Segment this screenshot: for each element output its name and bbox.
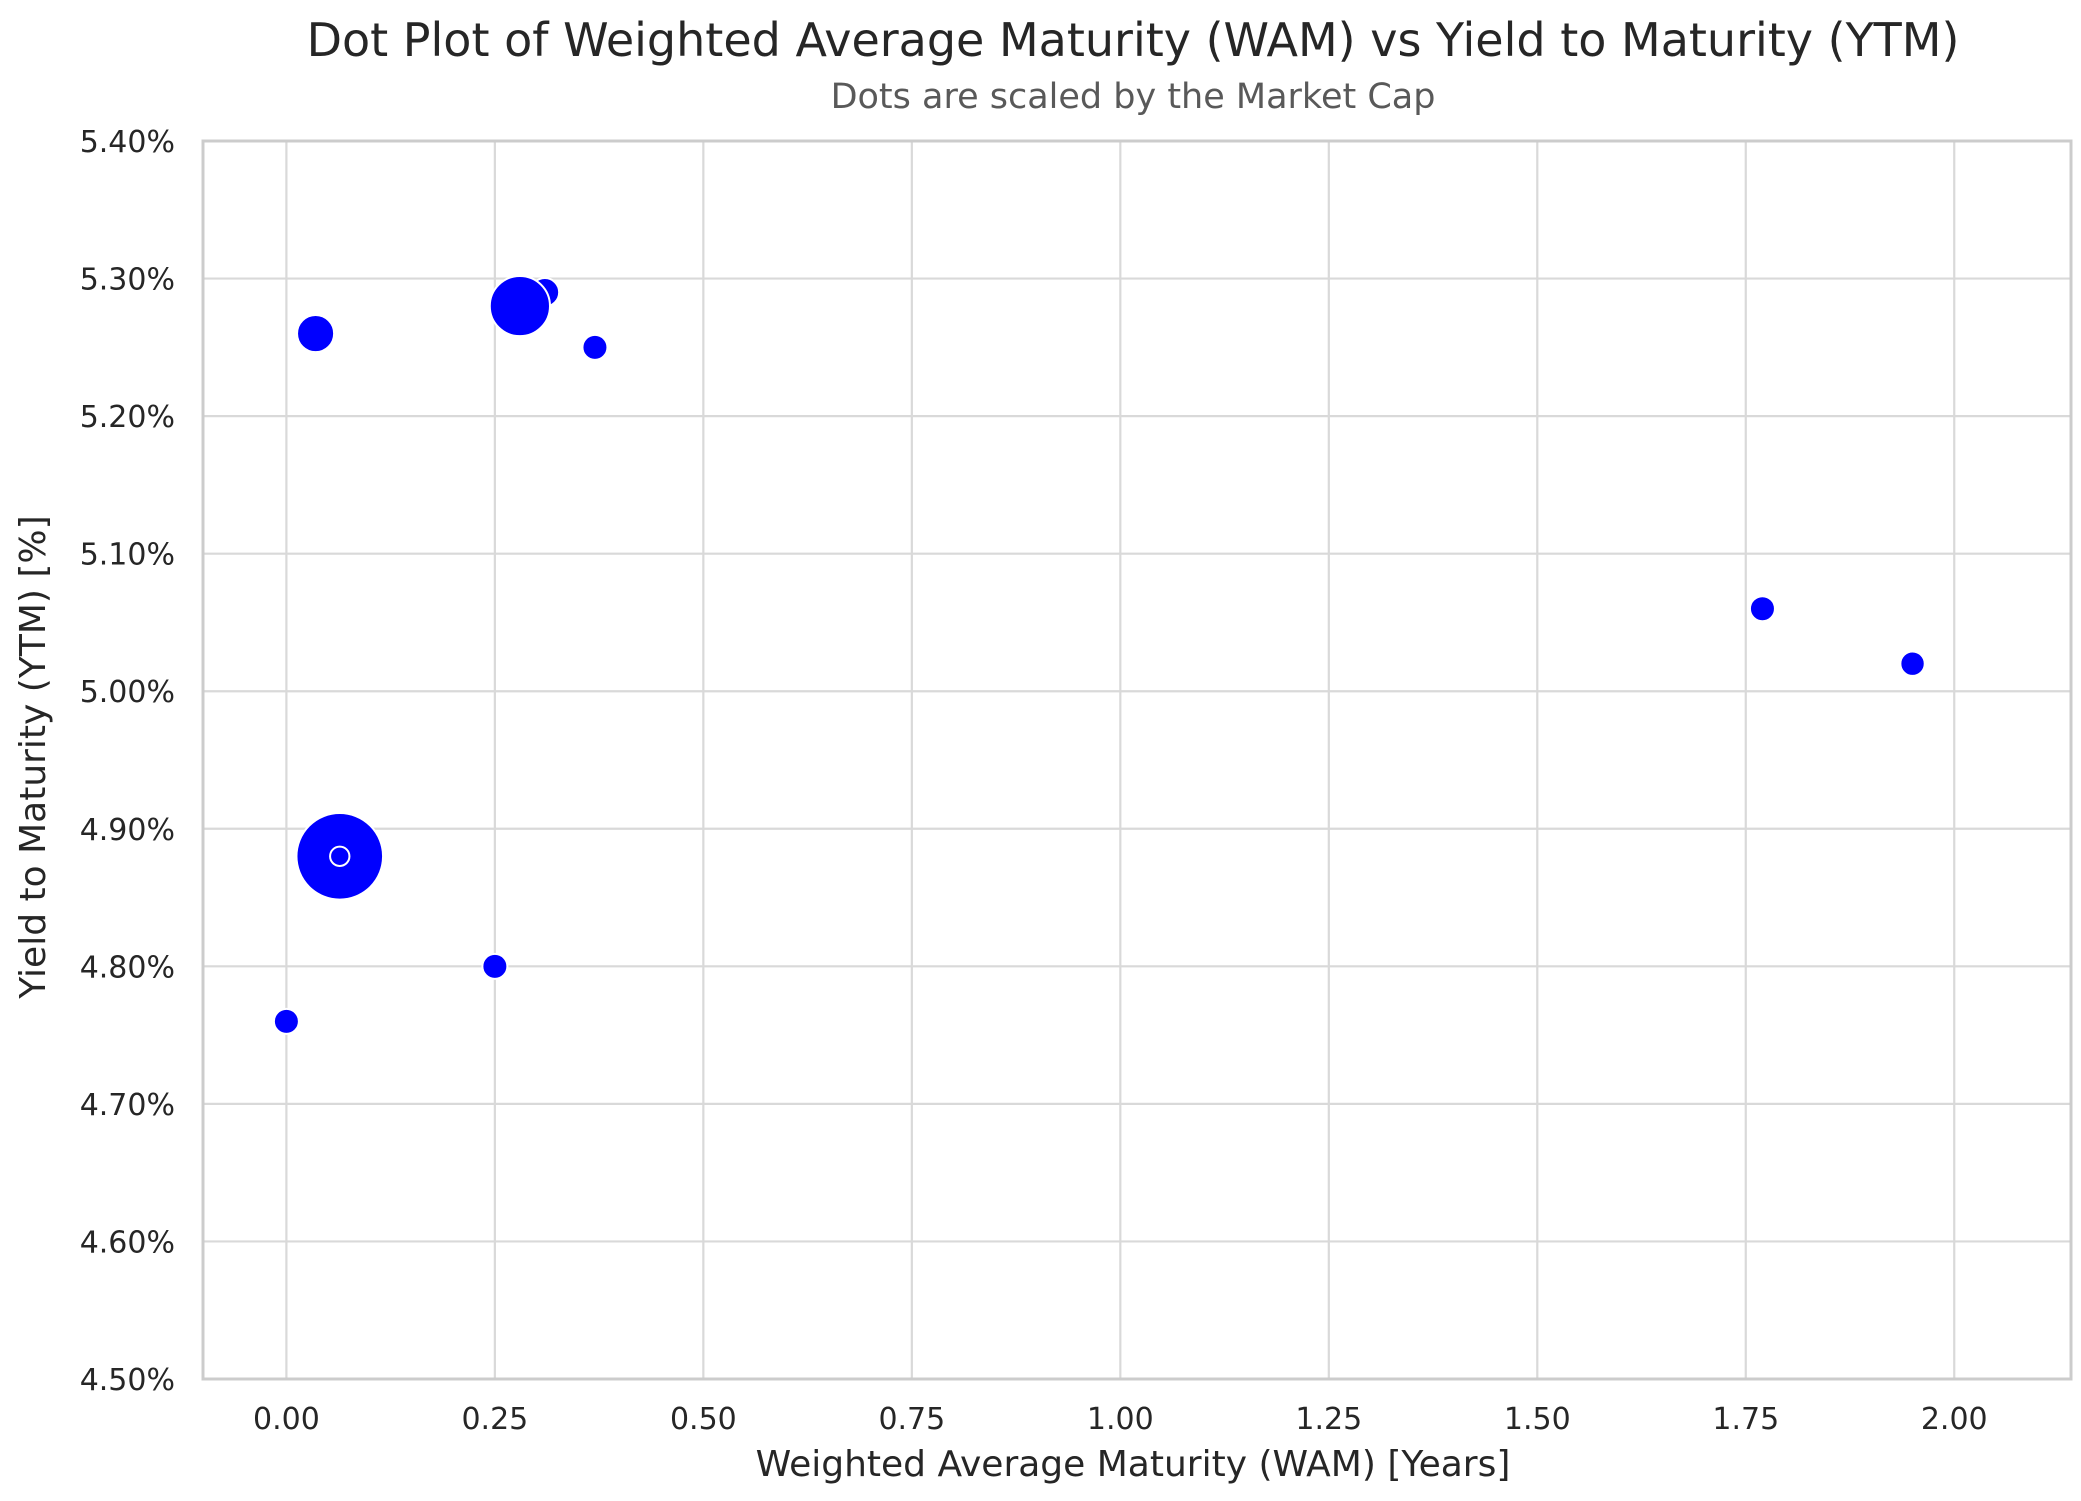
data-point <box>481 952 509 980</box>
x-tick-label: 1.75 <box>1712 1402 1779 1437</box>
data-point <box>488 274 551 338</box>
y-tick-label: 4.60% <box>80 1225 175 1260</box>
x-tick-label: 1.25 <box>1295 1402 1362 1437</box>
x-tick-label: 2.00 <box>1921 1402 1988 1437</box>
y-tick-label: 4.80% <box>80 950 175 985</box>
x-tick-label: 0.00 <box>253 1402 320 1437</box>
y-tick-label: 5.30% <box>80 263 175 298</box>
y-axis-label: Yield to Maturity (YTM) [%] <box>13 515 54 999</box>
data-point <box>1748 595 1776 623</box>
data-point <box>1899 650 1926 677</box>
y-tick-label: 4.90% <box>80 813 175 848</box>
grid <box>203 141 2071 1379</box>
chart-title: Dot Plot of Weighted Average Maturity (W… <box>307 13 1960 67</box>
x-tick-label: 0.75 <box>878 1402 945 1437</box>
y-axis-ticks: 4.50% 4.60% 4.70% 4.80% 4.90% 5.00% 5.10% 5.20%… <box>80 125 175 1398</box>
data-point <box>272 1007 300 1035</box>
data-point <box>329 845 351 867</box>
x-tick-label: 0.50 <box>670 1402 737 1437</box>
x-axis-label: Weighted Average Maturity (WAM) [Years] <box>756 1444 1511 1485</box>
plot-frame <box>201 139 2073 1381</box>
data-point <box>296 314 336 354</box>
x-tick-label: 0.25 <box>461 1402 528 1437</box>
y-tick-label: 4.50% <box>80 1363 175 1398</box>
y-tick-label: 5.40% <box>80 125 175 160</box>
data-point <box>581 333 609 361</box>
data-points <box>272 274 1926 1035</box>
x-axis-ticks: 0.00 0.25 0.50 0.75 1.00 1.25 1.50 1.75 2.00 <box>253 1402 1988 1437</box>
y-tick-label: 5.10% <box>80 538 175 573</box>
y-tick-label: 5.20% <box>80 400 175 435</box>
y-tick-label: 4.70% <box>80 1088 175 1123</box>
x-tick-label: 1.00 <box>1087 1402 1154 1437</box>
chart-subtitle: Dots are scaled by the Market Cap <box>831 77 1436 117</box>
y-tick-label: 5.00% <box>80 675 175 710</box>
x-tick-label: 1.50 <box>1504 1402 1571 1437</box>
